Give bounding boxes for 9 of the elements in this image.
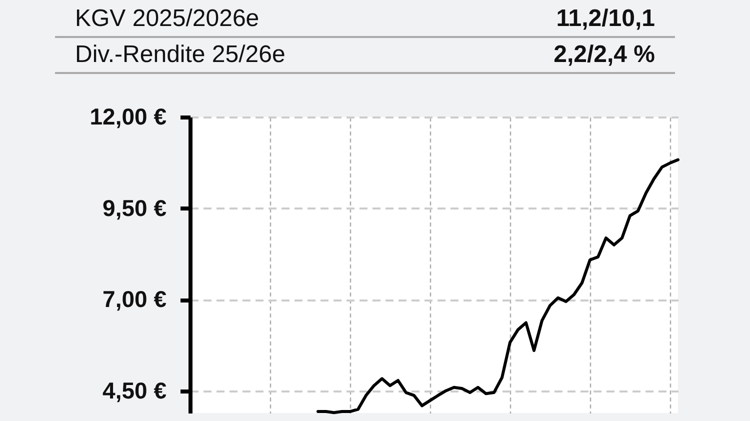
text: KGV 2025/2026e [75, 5, 260, 33]
text: Div.-Rendite 25/26e [75, 41, 286, 69]
text: 11,2/10,1 [556, 5, 655, 33]
y-tick-label: 7,00 € [102, 286, 167, 312]
y-tick-label: 9,50 € [102, 194, 167, 221]
y-tick-label: 4,50 € [102, 378, 167, 404]
line-series [316, 158, 680, 414]
text: 2,2/2,4 % [554, 41, 655, 69]
y-tick-label: 12,00 € [90, 104, 167, 130]
